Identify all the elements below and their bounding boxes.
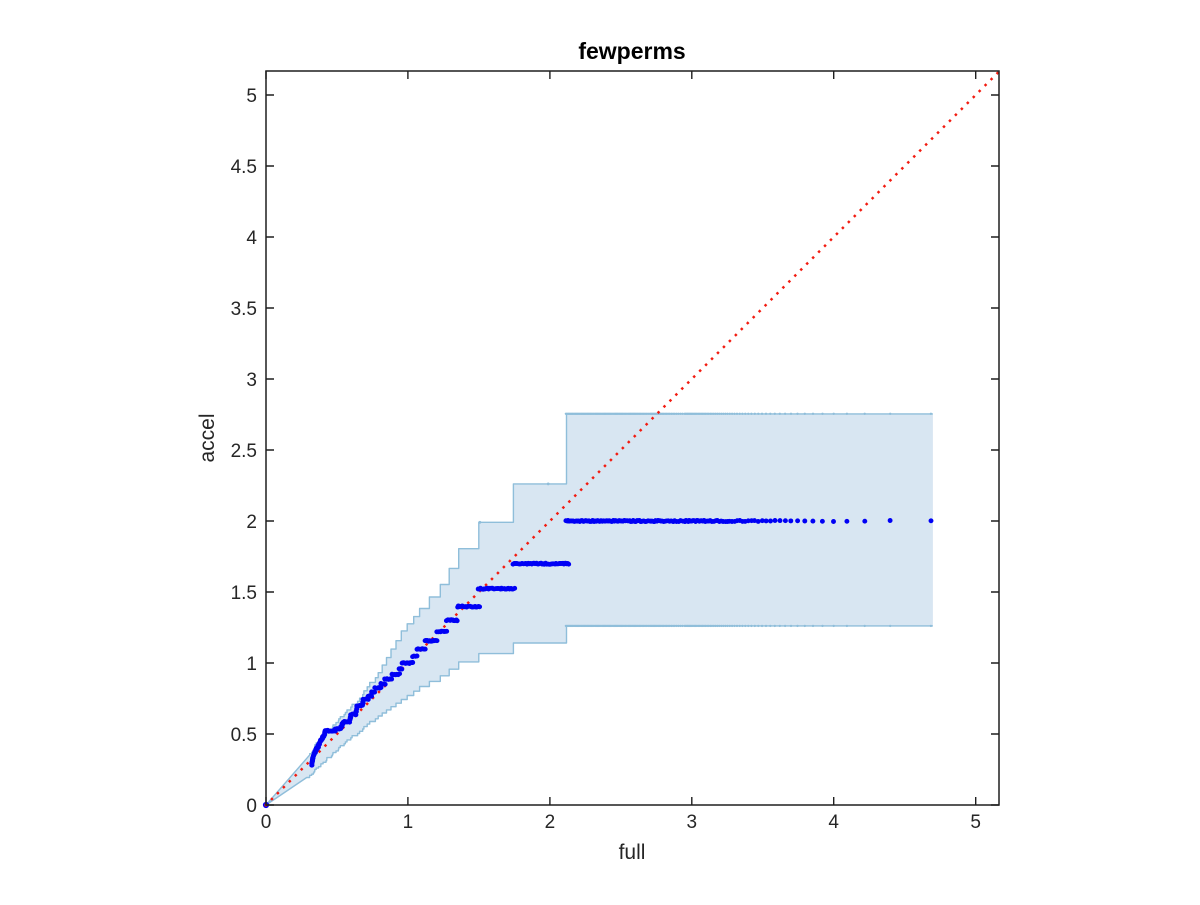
svg-text:2.5: 2.5 [231, 441, 257, 462]
svg-text:3: 3 [246, 370, 257, 391]
svg-text:4.5: 4.5 [231, 157, 257, 178]
svg-text:full: full [619, 841, 646, 864]
svg-text:4: 4 [828, 812, 839, 833]
svg-text:5: 5 [246, 86, 257, 107]
svg-text:2: 2 [545, 812, 556, 833]
svg-text:0: 0 [246, 796, 257, 817]
svg-text:3: 3 [687, 812, 698, 833]
svg-text:3.5: 3.5 [231, 299, 257, 320]
svg-text:0.5: 0.5 [231, 725, 257, 746]
svg-text:1.5: 1.5 [231, 583, 257, 604]
svg-text:2: 2 [246, 512, 257, 533]
svg-text:1: 1 [403, 812, 414, 833]
svg-text:fewperms: fewperms [578, 38, 685, 64]
svg-text:1: 1 [246, 654, 257, 675]
svg-text:accel: accel [196, 413, 219, 462]
svg-text:4: 4 [246, 228, 257, 249]
svg-text:5: 5 [970, 812, 981, 833]
svg-text:0: 0 [261, 812, 272, 833]
